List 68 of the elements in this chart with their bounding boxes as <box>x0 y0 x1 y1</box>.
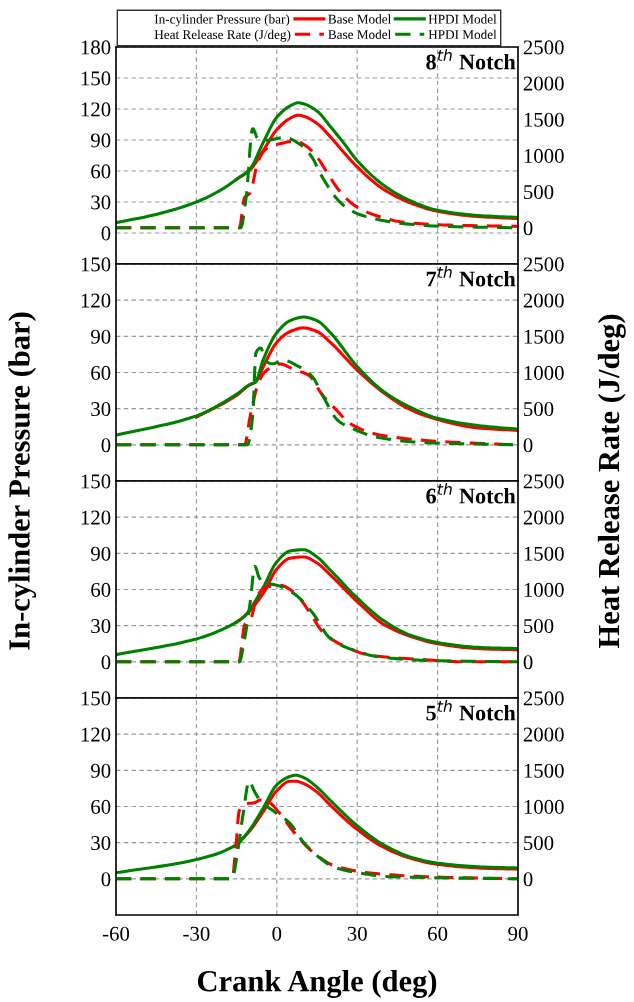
y2-tick-label: 1500 <box>524 546 564 561</box>
y-tick-label: 90 <box>90 133 111 148</box>
y2-tick-label: 2000 <box>523 727 564 742</box>
y2-tick-label: 500 <box>524 836 554 851</box>
text: In-cylinder Pressure (bar) <box>154 14 290 27</box>
y-tick-label: 180 <box>81 40 111 55</box>
y-axis-title: In-cylinder Pressure (bar) <box>8 312 37 650</box>
x-tick-label: 60 <box>428 926 448 941</box>
y-tick-label: 120 <box>81 510 111 525</box>
x-tick-label: 90 <box>508 926 528 941</box>
y2-axis-title: Heat Release Rate (J/deg) <box>597 314 626 649</box>
x-tick-label: -60 <box>102 926 130 941</box>
y-tick-label: 90 <box>90 763 111 778</box>
y-tick-label: 120 <box>81 293 111 308</box>
y-tick-label: 60 <box>91 164 111 179</box>
y-tick-label: 30 <box>91 195 111 210</box>
y-tick-label: 0 <box>101 438 111 453</box>
y2-tick-label: 2000 <box>523 510 564 525</box>
y2-tick-label: 2500 <box>523 40 564 55</box>
y-tick-label: 0 <box>101 655 111 670</box>
y-tick-label: 120 <box>81 727 111 742</box>
y2-tick-label: 1500 <box>524 763 564 778</box>
y2-tick-label: 2500 <box>523 257 564 272</box>
y-tick-label: 30 <box>91 402 111 417</box>
y-tick-label: 90 <box>90 546 111 561</box>
y2-tick-label: 0 <box>523 655 533 670</box>
y2-tick-label: 2000 <box>523 293 564 308</box>
y2-tick-label: 1500 <box>524 112 564 127</box>
legend-label: Base Model <box>328 14 391 24</box>
y2-tick-label: 2000 <box>523 76 564 91</box>
y-tick-label: 30 <box>91 836 111 851</box>
y2-tick-label: 0 <box>523 221 533 236</box>
legend-label: Base Model <box>328 29 391 39</box>
y2-tick-label: 2500 <box>523 691 564 706</box>
y2-tick-label: 1500 <box>524 329 564 344</box>
y-tick-label: 0 <box>101 226 111 241</box>
chart-title: 6$^{th}$ Notch <box>426 483 516 504</box>
y2-tick-label: 500 <box>524 402 554 417</box>
text: Heat Release Rate (J/deg) <box>154 29 291 42</box>
y2-tick-label: 0 <box>523 872 533 887</box>
legend-label: HPDI Model <box>428 14 497 24</box>
x-axis-title: Crank Angle (deg) <box>197 970 437 998</box>
chart-title: 7$^{th}$ Notch <box>426 266 516 287</box>
y-tick-label: 0 <box>101 872 111 887</box>
x-tick-label: 0 <box>272 926 282 941</box>
y-tick-label: 90 <box>90 329 111 344</box>
y2-tick-label: 1000 <box>524 365 564 380</box>
y2-tick-label: 1000 <box>524 148 564 163</box>
y-tick-label: 150 <box>81 474 111 489</box>
x-tick-label: -30 <box>183 926 210 941</box>
y-tick-label: 150 <box>81 71 111 86</box>
y-tick-label: 150 <box>81 691 111 706</box>
y-tick-label: 30 <box>91 619 111 634</box>
y-tick-label: 60 <box>91 799 111 814</box>
y2-tick-label: 500 <box>524 185 554 200</box>
y-tick-label: 60 <box>91 365 111 380</box>
y-tick-label: 60 <box>91 582 111 597</box>
y2-tick-label: 2500 <box>523 474 564 489</box>
y2-tick-label: 1000 <box>524 582 564 597</box>
chart-title: 8$^{th}$ Notch <box>426 49 516 70</box>
y2-tick-label: 500 <box>524 619 554 634</box>
chart-title: 5$^{th}$ Notch <box>426 700 516 721</box>
y-tick-label: 150 <box>81 257 111 272</box>
x-tick-label: 30 <box>347 926 367 941</box>
y-tick-label: 120 <box>81 102 111 117</box>
legend-label: HPDI Model <box>428 29 497 39</box>
y2-tick-label: 0 <box>523 438 533 453</box>
y2-tick-label: 1000 <box>524 799 564 814</box>
